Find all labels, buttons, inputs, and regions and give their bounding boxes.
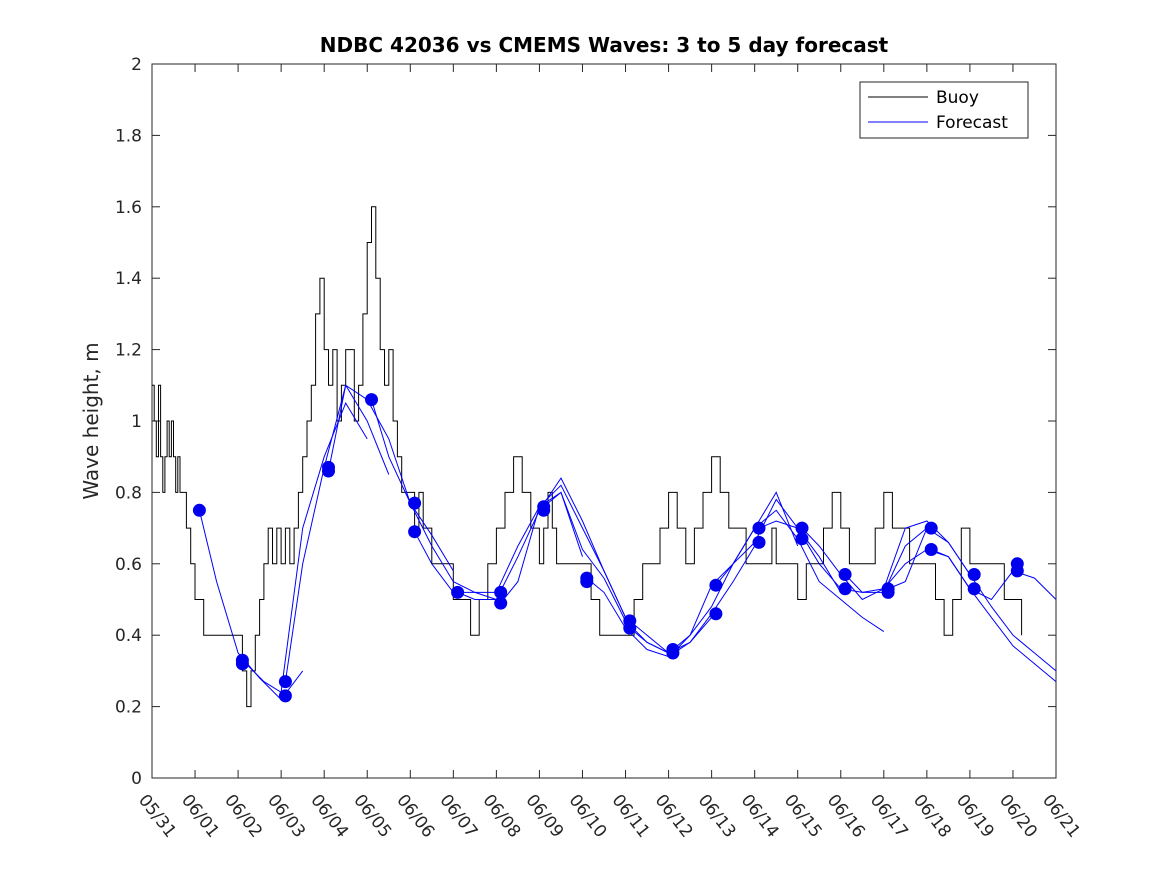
forecast-marker — [494, 585, 508, 599]
forecast-marker — [967, 568, 981, 581]
forecast-marker — [623, 621, 637, 635]
forecast-markers — [192, 393, 1024, 703]
forecast-marker — [365, 393, 378, 407]
y-tick-label: 0 — [131, 769, 142, 789]
forecast-marker — [494, 596, 508, 610]
forecast-marker — [967, 582, 981, 596]
y-tick-label: 0.4 — [115, 626, 142, 646]
forecast-marker — [709, 578, 723, 592]
forecast-marker — [322, 464, 335, 478]
forecast-series — [198, 384, 1057, 701]
chart-title: NDBC 42036 vs CMEMS Waves: 3 to 5 day fo… — [320, 33, 889, 57]
y-axis-label: Wave height, m — [79, 342, 103, 499]
forecast-marker — [795, 521, 809, 535]
y-tick-label: 0.2 — [115, 698, 142, 718]
forecast-marker — [537, 503, 551, 517]
legend-entry-buoy: Buoy — [936, 88, 979, 108]
y-tick-label: 0.8 — [115, 483, 142, 503]
forecast-marker — [795, 532, 809, 546]
forecast-marker — [924, 521, 938, 535]
legend-box — [859, 81, 1029, 139]
forecast-marker — [752, 521, 766, 535]
forecast-line — [328, 384, 454, 572]
forecast-marker — [278, 689, 292, 703]
y-tick-label: 1.8 — [115, 126, 142, 146]
forecast-marker — [924, 543, 938, 556]
y-tick-label: 1 — [131, 412, 142, 432]
legend: Buoy Forecast — [859, 81, 1029, 139]
forecast-marker — [278, 675, 292, 689]
y-tick-label: 0.6 — [115, 555, 142, 575]
forecast-marker — [838, 568, 852, 581]
y-tick-label: 1.4 — [115, 269, 142, 289]
plot-area — [151, 63, 1057, 779]
forecast-marker — [192, 503, 206, 517]
forecast-marker — [408, 496, 422, 510]
forecast-marker — [709, 607, 723, 621]
forecast-line — [629, 491, 799, 654]
y-tick-label: 1.6 — [115, 198, 142, 218]
forecast-line — [284, 384, 390, 682]
forecast-marker — [881, 585, 895, 599]
y-tick-label: 1.2 — [115, 341, 142, 361]
forecast-line — [500, 484, 669, 654]
forecast-line — [242, 401, 368, 694]
forecast-marker — [666, 646, 680, 660]
forecast-marker — [752, 535, 766, 549]
forecast-marker — [838, 582, 852, 596]
y-axis: 0 0.2 0.4 0.6 0.8 1 1.2 1.4 1.6 1.8 2 — [115, 55, 1056, 789]
forecast-line — [931, 549, 1057, 682]
forecast-marker — [408, 525, 422, 539]
y-tick-label: 2 — [131, 55, 142, 75]
forecast-marker — [580, 575, 594, 589]
forecast-marker — [235, 657, 249, 671]
legend-entry-forecast: Forecast — [936, 113, 1008, 133]
forecast-marker — [1010, 564, 1024, 578]
buoy-series — [152, 206, 1023, 708]
buoy-line — [152, 206, 1023, 708]
forecast-marker — [451, 585, 465, 599]
